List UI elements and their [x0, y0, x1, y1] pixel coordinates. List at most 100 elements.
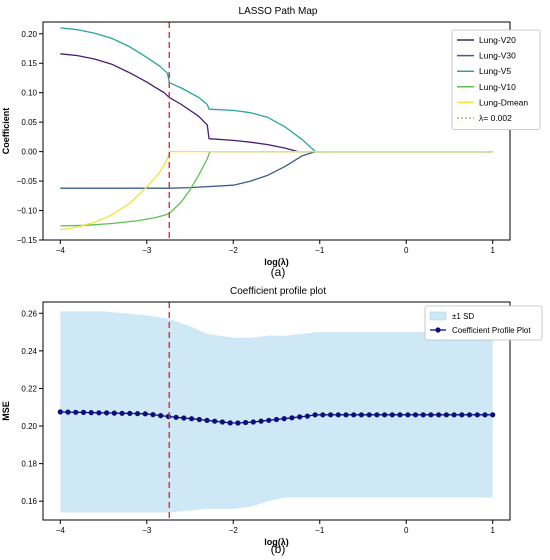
data-point [243, 419, 249, 426]
legend: Lung-V20 Lung-V30 Lung-V5 Lung-V10 Lung-Dmea… [451, 29, 541, 130]
data-point [297, 414, 303, 420]
data-point [389, 412, 395, 418]
lasso-path-panel: LASSO Path Map −4 −3 −2 −1 0 1 −0.15 −0.10 −0.0… [1, 6, 541, 279]
data-point [343, 412, 349, 418]
data-point [328, 412, 334, 418]
x-tick-label: −1 [315, 526, 325, 535]
y-tick-label: 0.24 [21, 347, 37, 356]
data-point [382, 412, 388, 418]
data-point [335, 412, 341, 418]
data-point [474, 412, 480, 418]
y-tick-label: 0.00 [21, 148, 37, 157]
y-tick-label: 0.16 [21, 497, 37, 506]
data-point [436, 412, 442, 418]
data-point [189, 416, 195, 422]
series-line-lung-v30 [60, 150, 493, 189]
y-tick-label: 0.18 [21, 460, 37, 469]
x-tick-label: 1 [490, 526, 495, 535]
chart-title: LASSO Path Map [239, 6, 318, 17]
data-point [212, 418, 218, 424]
series-line-lung-v20 [60, 53, 493, 153]
data-point [451, 412, 457, 418]
data-point [88, 410, 94, 416]
legend-label: Lung-V30 [479, 51, 516, 61]
panel-a-caption: (a) [271, 265, 286, 279]
data-point [73, 409, 79, 415]
data-point [181, 415, 187, 421]
data-point [104, 410, 110, 416]
data-point [111, 410, 117, 416]
data-point [459, 412, 465, 418]
data-point [227, 420, 233, 426]
x-axis-label: log(λ) [264, 537, 289, 547]
sd-band [60, 311, 493, 513]
legend-label: Coefficient Profile Plot [452, 326, 531, 335]
x-tick-label: 1 [490, 246, 495, 255]
data-point [351, 412, 357, 418]
data-point [490, 412, 496, 418]
data-point [127, 410, 133, 416]
x-tick-label: −4 [56, 246, 66, 255]
legend-label: Lung-V10 [479, 82, 516, 92]
data-point [250, 419, 256, 425]
series-line-lung-v5 [60, 27, 493, 153]
data-point [196, 416, 202, 423]
data-point [358, 412, 364, 418]
x-tick-label: −3 [142, 246, 152, 255]
legend-label: Lung-V5 [479, 66, 511, 76]
y-tick-label: 0.20 [21, 30, 37, 39]
data-point [219, 419, 225, 425]
data-point [482, 412, 488, 418]
data-point [235, 420, 241, 426]
panel-b-caption: (b) [271, 542, 286, 556]
data-point [397, 412, 403, 418]
x-tick-label: −4 [56, 526, 66, 535]
data-point [80, 409, 87, 415]
chart-title: Coefficient profile plot [230, 286, 326, 297]
data-point [134, 411, 141, 417]
x-tick-label: −2 [229, 526, 239, 535]
data-point [312, 412, 318, 418]
y-tick-label: 0.26 [21, 309, 37, 318]
data-point [405, 412, 411, 418]
data-point [142, 411, 148, 417]
x-tick-label: −3 [142, 526, 152, 535]
data-point [119, 410, 125, 416]
y-axis-label: Coefficient [1, 108, 11, 155]
legend-label: ±1 SD [452, 312, 474, 321]
plot-area [42, 301, 511, 521]
y-tick-label: 0.10 [21, 89, 37, 98]
y-tick-label: 0.22 [21, 384, 37, 393]
y-tick-label: 0.20 [21, 422, 37, 431]
y-tick-label: −0.05 [17, 177, 38, 186]
x-tick-label: 0 [404, 526, 409, 535]
data-point [158, 413, 164, 419]
data-point [165, 413, 171, 420]
legend-marker [435, 327, 441, 333]
y-tick-label: −0.15 [17, 236, 38, 245]
legend-label: Lung-V20 [479, 35, 516, 45]
data-point [289, 415, 295, 421]
data-point [266, 417, 272, 423]
data-point [304, 413, 310, 419]
data-point [281, 416, 287, 422]
x-axis-label: log(λ) [264, 257, 289, 267]
data-point [96, 410, 102, 416]
data-point [273, 416, 280, 423]
data-point [173, 414, 179, 420]
y-axis-label: MSE [1, 401, 11, 421]
data-point [204, 417, 210, 423]
legend: ±1 SD Coefficient Profile Plot [424, 305, 543, 341]
coefficient-profile-panel: Coefficient profile plot −4 −3 −2 −1 0 1 0.16… [1, 286, 543, 556]
data-point [443, 412, 449, 418]
data-point [412, 412, 419, 418]
legend-box [424, 305, 543, 341]
x-tick-label: −2 [229, 246, 239, 255]
y-tick-label: 0.05 [21, 118, 37, 127]
series-line-lung-dmean [60, 150, 493, 231]
data-point [420, 412, 426, 418]
data-point [466, 412, 473, 418]
data-point [57, 409, 63, 415]
data-point [320, 412, 326, 418]
